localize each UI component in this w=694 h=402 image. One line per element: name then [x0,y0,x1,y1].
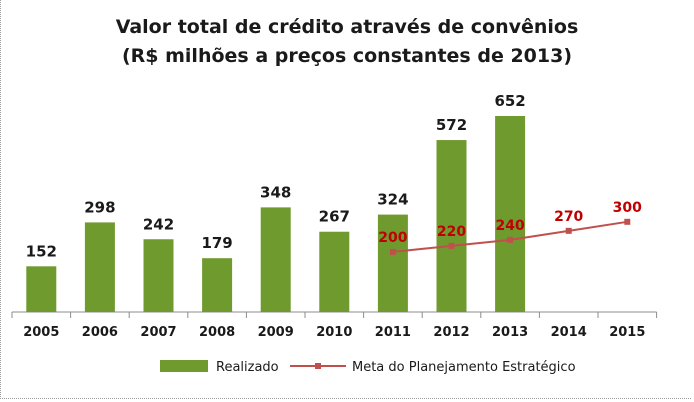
legend-marker-meta [315,363,321,369]
bar [495,116,526,312]
target-value-label: 300 [613,200,642,216]
bar-value-label: 267 [319,208,350,226]
bar-value-label: 298 [84,198,115,216]
bar [319,231,350,312]
bar-value-label: 242 [143,215,174,233]
target-point [565,227,572,234]
x-tick-label: 2007 [140,325,176,340]
bar [84,222,115,312]
x-tick-label: 2008 [199,325,235,340]
x-tick-label: 2013 [492,325,528,340]
bar [26,266,57,312]
chart-subtitle: (R$ milhões a preços constantes de 2013) [121,45,573,67]
target-value-label: 270 [554,209,583,225]
target-point [389,248,396,255]
chart-title: Valor total de crédito através de convên… [115,16,579,38]
bar-value-label: 324 [377,191,408,209]
x-tick-label: 2014 [551,325,587,340]
target-value-label: 220 [437,224,466,240]
legend-label-meta: Meta do Planejamento Estratégico [352,360,576,375]
bar [202,258,233,312]
target-value-label: 200 [378,230,407,246]
bar-value-label: 572 [436,116,467,134]
bar [260,207,291,312]
target-point [448,242,455,249]
bar-value-label: 152 [26,242,57,260]
bar-value-label: 348 [260,183,291,201]
bar-value-label: 179 [201,234,232,252]
x-tick-label: 2005 [23,325,59,340]
target-point [507,236,514,243]
x-tick-label: 2006 [82,325,118,340]
x-tick-label: 2010 [316,325,352,340]
x-tick-label: 2015 [609,325,645,340]
legend-label-realizado: Realizado [216,360,279,375]
bar [377,214,408,312]
bar [436,140,467,312]
target-value-label: 240 [495,218,524,234]
x-tick-label: 2009 [258,325,294,340]
bar [143,239,174,312]
x-tick-label: 2011 [375,325,411,340]
bar-value-label: 652 [494,92,525,110]
x-tick-label: 2012 [433,325,469,340]
target-point [624,218,631,225]
legend-swatch-realizado [160,360,208,372]
